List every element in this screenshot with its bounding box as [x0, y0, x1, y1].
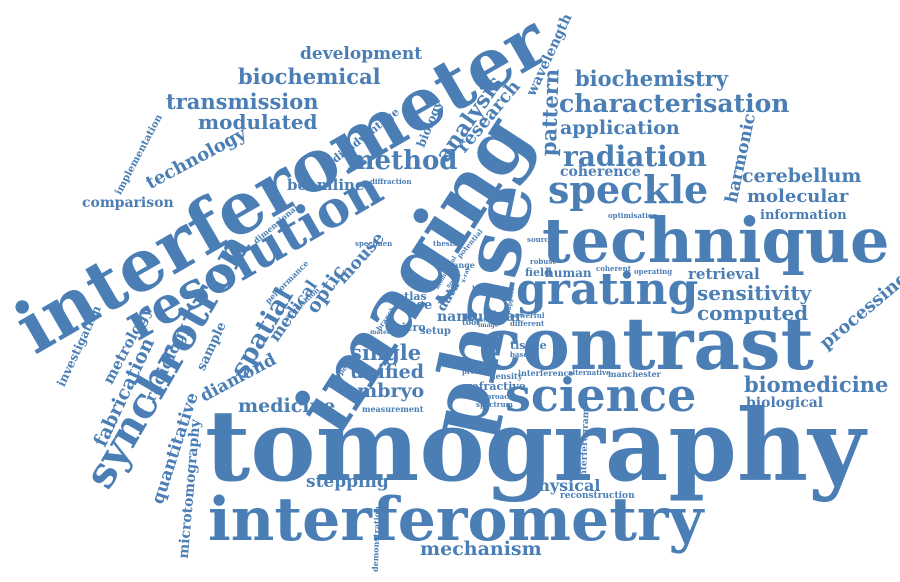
word-computed: computed: [697, 301, 809, 325]
word-stepping: stepping: [306, 472, 389, 492]
word-specimen: specimen: [355, 239, 393, 248]
word-nano: nano: [437, 309, 476, 325]
word-embryo: embryo: [345, 380, 425, 402]
word-source: source: [527, 235, 554, 244]
word-processing: processing: [815, 267, 900, 354]
word-different: different: [510, 319, 545, 328]
word-robust: robust: [530, 257, 556, 266]
word-biomedicine: biomedicine: [744, 372, 889, 397]
word-information: information: [760, 208, 847, 223]
word-biochemical: biochemical: [238, 64, 381, 89]
word-speckle: speckle: [548, 167, 709, 212]
word-modulated: modulated: [198, 110, 318, 134]
word-application: application: [560, 117, 680, 139]
word-technique: technique: [542, 204, 890, 277]
word-method: method: [347, 146, 458, 176]
word-powerful: powerful: [510, 311, 545, 320]
word-operating: operating: [634, 267, 673, 276]
word-range: range: [449, 260, 475, 270]
word-cerebellum: cerebellum: [742, 165, 862, 187]
word-contrast: contrast: [478, 301, 814, 386]
word-based: based: [510, 350, 533, 359]
word-manchester: manchester: [608, 369, 661, 379]
word-single: single: [350, 340, 422, 365]
word-diffraction: diffraction: [370, 177, 412, 186]
word-spectrum: spectrum: [476, 400, 513, 409]
word-science: science: [505, 368, 697, 422]
word-physical: physical: [527, 476, 601, 495]
word-biochemistry: biochemistry: [575, 66, 729, 91]
word-present: present: [462, 367, 492, 376]
word-approach: approach: [477, 392, 514, 401]
word-coherence: coherence: [560, 164, 641, 180]
word-tomography: tomography: [205, 389, 866, 504]
word-grating: grating: [516, 264, 699, 315]
word-thesis: thesis: [433, 239, 457, 248]
word-mechanism: mechanism: [420, 538, 542, 560]
word-setup: setup: [420, 326, 451, 337]
word-measurement: measurement: [362, 404, 424, 414]
word-micro: micro: [390, 321, 426, 334]
word-biological: biological: [746, 395, 824, 411]
word-interferometry: interferometry: [208, 485, 704, 555]
word-life: life: [472, 284, 485, 293]
word-material: material: [370, 329, 399, 336]
word-provide: provide: [476, 317, 502, 324]
word-human: human: [545, 266, 592, 280]
word-lense: lense: [394, 298, 433, 313]
word-development: development: [300, 44, 423, 64]
word-unified: unified: [350, 361, 425, 383]
word-beamline: beamline: [287, 176, 365, 194]
word-comparison: comparison: [82, 195, 174, 211]
word-radiation: radiation: [563, 140, 707, 173]
word-alternative: alternative: [568, 368, 611, 377]
word-characterisation: characterisation: [559, 89, 790, 118]
word-tool: tool: [462, 317, 480, 327]
word-optimisation: optimisation: [608, 211, 658, 220]
word-retrieval: retrieval: [688, 265, 760, 283]
word-nuclear: nuclear: [463, 309, 523, 325]
word-medicine: medicine: [238, 395, 336, 417]
word-coherent: coherent: [596, 264, 631, 273]
word-demonstration: demonstration: [369, 505, 383, 573]
word-reconstruction: reconstruction: [560, 491, 635, 501]
word-molecular: molecular: [747, 186, 849, 207]
word-sensitivity: sensitivity: [697, 281, 812, 305]
word-transmission: transmission: [166, 89, 319, 114]
word-field: field: [525, 266, 552, 279]
word-tissue: tissue: [510, 339, 547, 352]
word-image: image: [478, 322, 499, 329]
word-atlas: atlas: [397, 290, 427, 303]
word-density: density: [490, 371, 523, 381]
word-refractive: refractive: [466, 380, 526, 393]
word-interference: interference: [518, 368, 574, 378]
